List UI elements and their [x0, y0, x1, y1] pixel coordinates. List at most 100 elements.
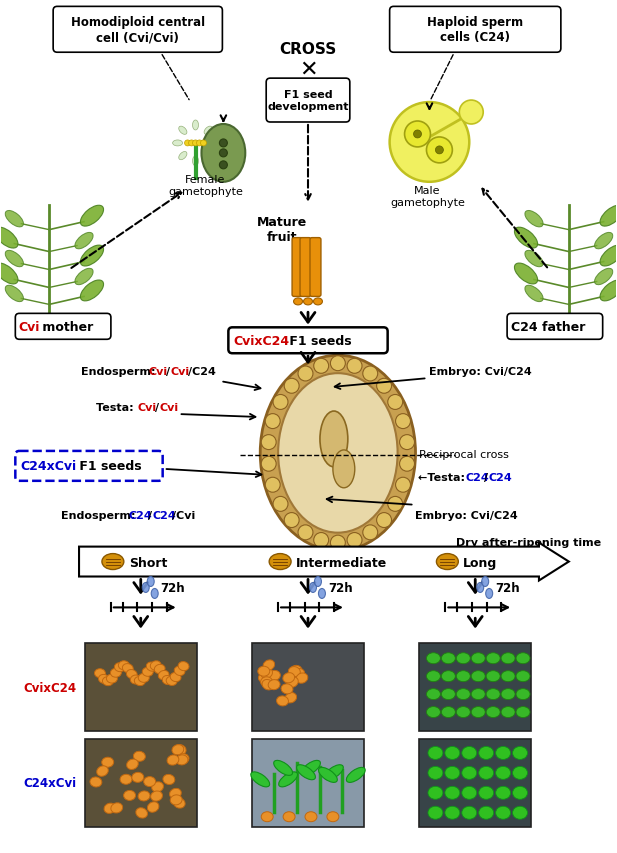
FancyArrow shape: [79, 543, 569, 581]
Text: C24xCvi: C24xCvi: [20, 460, 77, 473]
Circle shape: [376, 379, 392, 394]
Ellipse shape: [170, 795, 182, 805]
Ellipse shape: [302, 761, 320, 775]
Circle shape: [261, 435, 276, 450]
Ellipse shape: [313, 299, 323, 305]
Ellipse shape: [97, 766, 108, 776]
Circle shape: [220, 162, 228, 170]
Ellipse shape: [471, 671, 485, 682]
Ellipse shape: [285, 693, 297, 703]
Circle shape: [220, 150, 228, 158]
Ellipse shape: [99, 675, 109, 683]
Ellipse shape: [600, 206, 617, 227]
Ellipse shape: [479, 767, 494, 780]
Ellipse shape: [495, 786, 511, 799]
Ellipse shape: [178, 662, 189, 670]
Ellipse shape: [123, 791, 136, 800]
Ellipse shape: [251, 772, 270, 787]
Circle shape: [400, 456, 415, 472]
FancyBboxPatch shape: [53, 8, 222, 53]
Circle shape: [184, 141, 191, 147]
Text: mother: mother: [38, 321, 93, 334]
Ellipse shape: [261, 812, 273, 821]
Text: /Cvi: /Cvi: [172, 510, 195, 520]
Text: Reciprocal cross: Reciprocal cross: [420, 450, 510, 460]
Circle shape: [459, 101, 483, 125]
Ellipse shape: [305, 812, 317, 821]
Text: Embryo: Cvi/C24: Embryo: Cvi/C24: [415, 510, 517, 520]
Ellipse shape: [126, 670, 137, 679]
Text: /: /: [155, 403, 159, 413]
Circle shape: [265, 415, 280, 429]
Text: /C24: /C24: [188, 367, 215, 377]
Ellipse shape: [479, 806, 494, 819]
Circle shape: [284, 513, 299, 528]
Circle shape: [387, 395, 403, 410]
Circle shape: [201, 141, 207, 147]
Ellipse shape: [0, 264, 18, 285]
Ellipse shape: [426, 653, 441, 664]
Ellipse shape: [471, 689, 485, 699]
Ellipse shape: [202, 125, 246, 183]
Ellipse shape: [260, 356, 415, 551]
Ellipse shape: [144, 777, 155, 786]
Text: C24: C24: [129, 510, 152, 520]
Ellipse shape: [174, 666, 185, 676]
Text: C24: C24: [488, 473, 512, 482]
Ellipse shape: [5, 212, 23, 228]
Ellipse shape: [501, 653, 515, 664]
Text: /: /: [484, 473, 488, 482]
Ellipse shape: [204, 127, 212, 135]
Ellipse shape: [513, 746, 528, 759]
Text: Cvi: Cvi: [149, 367, 168, 377]
Ellipse shape: [258, 666, 270, 676]
Ellipse shape: [325, 765, 343, 780]
Ellipse shape: [288, 667, 300, 677]
Ellipse shape: [501, 689, 515, 699]
Ellipse shape: [174, 745, 186, 755]
Text: CvixC24: CvixC24: [233, 334, 289, 347]
Circle shape: [413, 131, 421, 139]
FancyBboxPatch shape: [15, 451, 163, 481]
Ellipse shape: [293, 669, 305, 679]
Ellipse shape: [278, 374, 397, 533]
Ellipse shape: [5, 251, 23, 268]
Ellipse shape: [162, 676, 173, 685]
Ellipse shape: [327, 812, 339, 821]
Ellipse shape: [126, 759, 138, 769]
Ellipse shape: [441, 689, 455, 699]
Circle shape: [298, 525, 313, 540]
Bar: [252, 643, 364, 731]
Text: Cvi: Cvi: [19, 321, 39, 334]
Ellipse shape: [445, 767, 460, 780]
Text: Testa:: Testa:: [96, 403, 138, 413]
Text: CvixC24: CvixC24: [23, 681, 77, 693]
Ellipse shape: [147, 577, 154, 587]
Bar: [420, 643, 531, 731]
Text: Endosperm:: Endosperm:: [61, 510, 139, 520]
Ellipse shape: [516, 671, 530, 682]
FancyBboxPatch shape: [389, 8, 561, 53]
Ellipse shape: [143, 668, 153, 676]
Ellipse shape: [159, 670, 169, 680]
Text: C24xCvi: C24xCvi: [23, 776, 77, 789]
Ellipse shape: [133, 751, 146, 762]
Text: /: /: [147, 510, 152, 520]
Text: Dry after-ripening time: Dry after-ripening time: [455, 537, 601, 547]
FancyBboxPatch shape: [15, 314, 111, 339]
FancyBboxPatch shape: [300, 238, 311, 297]
Text: C24: C24: [152, 510, 176, 520]
Ellipse shape: [173, 141, 183, 147]
Text: CROSS: CROSS: [280, 42, 337, 56]
FancyBboxPatch shape: [310, 238, 321, 297]
Ellipse shape: [130, 676, 141, 684]
Ellipse shape: [482, 577, 489, 587]
Ellipse shape: [260, 677, 273, 687]
Ellipse shape: [104, 804, 116, 814]
Circle shape: [347, 359, 362, 374]
Ellipse shape: [457, 689, 470, 699]
Ellipse shape: [172, 745, 184, 755]
Text: Cvi: Cvi: [138, 403, 157, 413]
Ellipse shape: [262, 680, 273, 690]
Text: 72h: 72h: [160, 581, 185, 595]
